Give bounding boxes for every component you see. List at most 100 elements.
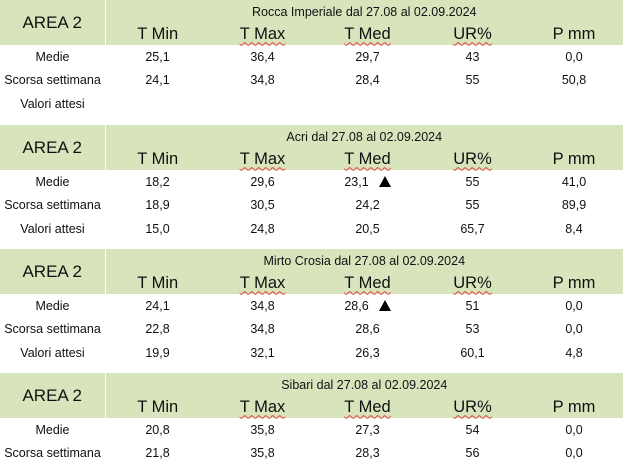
value-cell: 0,0 xyxy=(525,45,623,69)
area-label: AREA 2 xyxy=(0,125,106,170)
cell-value: 24,1 xyxy=(145,298,170,313)
value-cell: 28,4 xyxy=(315,69,420,93)
station-table: AREA 2 Rocca Imperiale dal 27.08 al 02.09… xyxy=(0,0,623,116)
cell-value: 29,7 xyxy=(355,49,380,64)
column-header-label: T Med xyxy=(344,397,391,416)
column-header-label: P mm xyxy=(552,397,596,416)
cell-value: 55 xyxy=(465,174,480,189)
cell-value: 0,0 xyxy=(565,49,583,64)
cell-value: 24,2 xyxy=(355,198,380,213)
column-header-label: UR% xyxy=(453,397,492,416)
area-label: AREA 2 xyxy=(0,249,106,294)
cell-value: 60,1 xyxy=(460,345,485,360)
cell-value: 34,8 xyxy=(250,73,275,88)
value-cell: 0,0 xyxy=(525,442,623,466)
value-cell: 65,7 xyxy=(420,217,525,241)
value-cell: 34,8 xyxy=(210,318,315,342)
value-cell xyxy=(525,92,623,116)
column-header-label: P mm xyxy=(552,24,596,43)
value-cell: 54 xyxy=(420,418,525,442)
value-cell: 22,8 xyxy=(105,318,210,342)
value-cell: 19,9 xyxy=(105,341,210,365)
value-cell: 25,1 xyxy=(105,45,210,69)
value-cell: 4,8 xyxy=(525,341,623,365)
column-header: T Max xyxy=(210,272,315,294)
column-header-label: T Max xyxy=(239,397,286,416)
value-cell: 35,8 xyxy=(210,442,315,466)
row-label: Medie xyxy=(35,174,70,189)
cell-value: 65,7 xyxy=(460,221,485,236)
value-cell: 28,3 xyxy=(315,442,420,466)
value-cell: 23,1 xyxy=(315,170,420,194)
column-header: T Med xyxy=(315,396,420,418)
value-cell: 35,8 xyxy=(210,418,315,442)
up-triangle-icon xyxy=(378,299,391,311)
value-cell: 55 xyxy=(420,170,525,194)
row-label: Valori attesi xyxy=(20,345,85,360)
value-cell xyxy=(420,92,525,116)
station-table: AREA 2 Sibari dal 27.08 al 02.09.2024 T Mi… xyxy=(0,373,623,465)
column-header-label: T Min xyxy=(137,149,179,168)
cell-value: 20,8 xyxy=(145,422,170,437)
row-label: Valori attesi xyxy=(20,221,85,236)
table-row: Medie 18,2 29,6 23,1 55 41,0 xyxy=(0,170,623,194)
up-triangle-icon xyxy=(378,175,391,187)
area-label: AREA 2 xyxy=(0,373,106,418)
column-header-label: T Med xyxy=(344,24,391,43)
value-cell: 24,2 xyxy=(315,194,420,218)
value-cell: 55 xyxy=(420,194,525,218)
station-section: AREA 2 Rocca Imperiale dal 27.08 al 02.09… xyxy=(0,0,623,116)
value-cell: 34,8 xyxy=(210,294,315,318)
row-label: Scorsa settimana xyxy=(4,73,101,88)
cell-value: 24,8 xyxy=(250,221,275,236)
row-label: Valori attesi xyxy=(20,96,85,111)
value-cell: 50,8 xyxy=(525,69,623,93)
column-header-label: UR% xyxy=(453,149,492,168)
cell-value: 19,9 xyxy=(145,345,170,360)
column-header-label: UR% xyxy=(453,273,492,292)
cell-value: 28,6 xyxy=(355,322,380,337)
cell-value: 28,4 xyxy=(355,73,380,88)
value-cell: 0,0 xyxy=(525,318,623,342)
column-header-label: P mm xyxy=(552,149,596,168)
row-label: Medie xyxy=(35,49,70,64)
value-cell: 27,3 xyxy=(315,418,420,442)
cell-value: 43 xyxy=(465,49,480,64)
column-header: P mm xyxy=(525,396,623,418)
column-header: P mm xyxy=(525,148,623,170)
cell-value: 54 xyxy=(465,422,480,437)
column-header: UR% xyxy=(420,23,525,45)
value-cell: 30,5 xyxy=(210,194,315,218)
column-header-label: T Med xyxy=(344,273,391,292)
cell-value: 18,9 xyxy=(145,198,170,213)
cell-value: 24,1 xyxy=(145,73,170,88)
column-header: T Min xyxy=(105,148,210,170)
value-cell: 28,6 xyxy=(315,318,420,342)
value-cell: 24,8 xyxy=(210,217,315,241)
value-cell: 20,8 xyxy=(105,418,210,442)
column-header: T Max xyxy=(210,23,315,45)
column-header: UR% xyxy=(420,272,525,294)
cell-value: 25,1 xyxy=(145,49,170,64)
value-cell: 29,6 xyxy=(210,170,315,194)
row-label: Scorsa settimana xyxy=(4,198,101,213)
cell-value: 20,5 xyxy=(355,221,380,236)
column-header-label: UR% xyxy=(453,24,492,43)
cell-value: 56 xyxy=(465,446,480,461)
cell-value: 50,8 xyxy=(561,73,587,88)
station-title: Mirto Crosia dal 27.08 al 02.09.2024 xyxy=(105,249,623,272)
value-cell: 51 xyxy=(420,294,525,318)
value-cell: 15,0 xyxy=(105,217,210,241)
column-header: T Max xyxy=(210,148,315,170)
station-section: AREA 2 Acri dal 27.08 al 02.09.2024 T Min T… xyxy=(0,125,623,241)
row-label: Medie xyxy=(35,422,70,437)
value-cell: 8,4 xyxy=(525,217,623,241)
value-cell: 18,2 xyxy=(105,170,210,194)
value-cell: 28,6 xyxy=(315,294,420,318)
value-cell: 32,1 xyxy=(210,341,315,365)
table-row: Valori attesi xyxy=(0,92,623,116)
table-row: Medie 25,1 36,4 29,7 43 0,0 xyxy=(0,45,623,69)
value-cell: 24,1 xyxy=(105,69,210,93)
cell-value: 36,4 xyxy=(250,49,275,64)
column-header: UR% xyxy=(420,148,525,170)
